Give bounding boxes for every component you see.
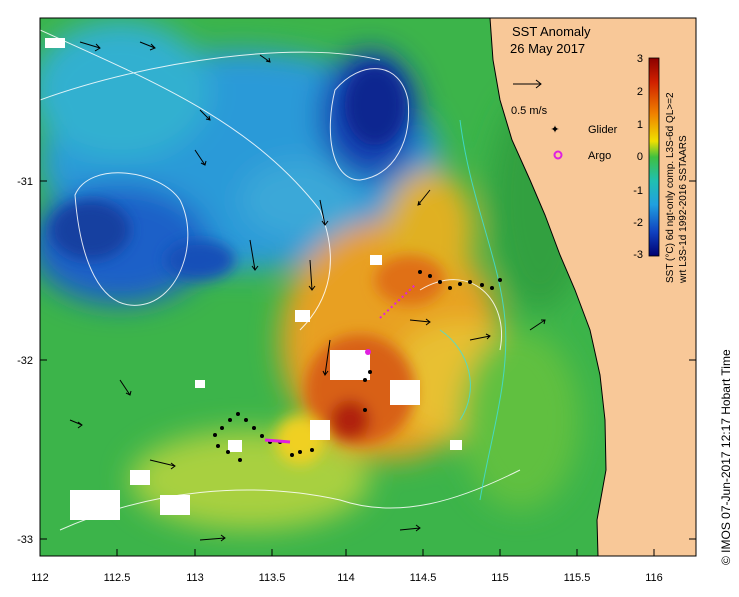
map-title: SST Anomaly xyxy=(512,24,591,39)
x-tick-label: 114.5 xyxy=(410,572,437,584)
x-tick-label: 113.5 xyxy=(259,572,286,584)
current-vectors xyxy=(69,41,546,542)
map-date: 26 May 2017 xyxy=(510,41,585,56)
colorbar-tick: 1 xyxy=(637,119,643,131)
vector-scale-label: 0.5 m/s xyxy=(511,105,548,117)
colorbar-tick: -3 xyxy=(633,249,643,261)
colorbar-tick: -2 xyxy=(633,217,643,229)
x-tick-label: 115 xyxy=(491,572,509,584)
x-tick-label: 114 xyxy=(337,572,355,584)
x-tick-label: 116 xyxy=(645,572,663,584)
colorbar-tick: 2 xyxy=(637,86,643,98)
argo-label: Argo xyxy=(588,150,611,162)
colorbar-tick: 0 xyxy=(637,151,643,163)
sst-field xyxy=(40,18,696,556)
y-tick-label: -33 xyxy=(17,534,33,546)
x-tick-label: 115.5 xyxy=(564,572,591,584)
y-tick-label: -32 xyxy=(17,355,33,367)
colorbar-label-line2: wrt L3S-1d 1992-2016 SSTAARS xyxy=(678,135,689,284)
colorbar-tick: -1 xyxy=(633,185,643,197)
scale-vector-icon xyxy=(513,79,542,89)
colorbar: 3 2 1 0 -1 -2 -3 SST (°C) 6d ngt-only co… xyxy=(633,53,689,284)
glider-label: Glider xyxy=(588,124,618,136)
x-tick-label: 112.5 xyxy=(104,572,131,584)
x-tick-label: 113 xyxy=(186,572,204,584)
map-legend: 0.5 m/s ✦ Glider Argo xyxy=(511,79,618,162)
y-axis-labels: -31 -32 -33 xyxy=(17,176,33,546)
land-coastline xyxy=(489,18,696,556)
imos-credit: © IMOS 07-Jun-2017 12:17 Hobart Time xyxy=(719,349,733,565)
axis-ticks xyxy=(39,180,696,556)
x-axis-labels: 112 112.5 113 113.5 114 114.5 115 115.5 … xyxy=(31,572,663,584)
y-tick-label: -31 xyxy=(17,176,33,188)
colorbar-tick: 3 xyxy=(637,53,643,65)
plot-frame xyxy=(39,17,697,557)
colorbar-label-line1: SST (°C) 6d ngt-only comp. L3S-6d QL>=2 xyxy=(665,92,676,283)
glider-marker-icon: ✦ xyxy=(550,124,559,136)
glider-track xyxy=(213,270,502,462)
x-tick-label: 112 xyxy=(31,572,49,584)
argo-marker-icon xyxy=(553,150,563,160)
